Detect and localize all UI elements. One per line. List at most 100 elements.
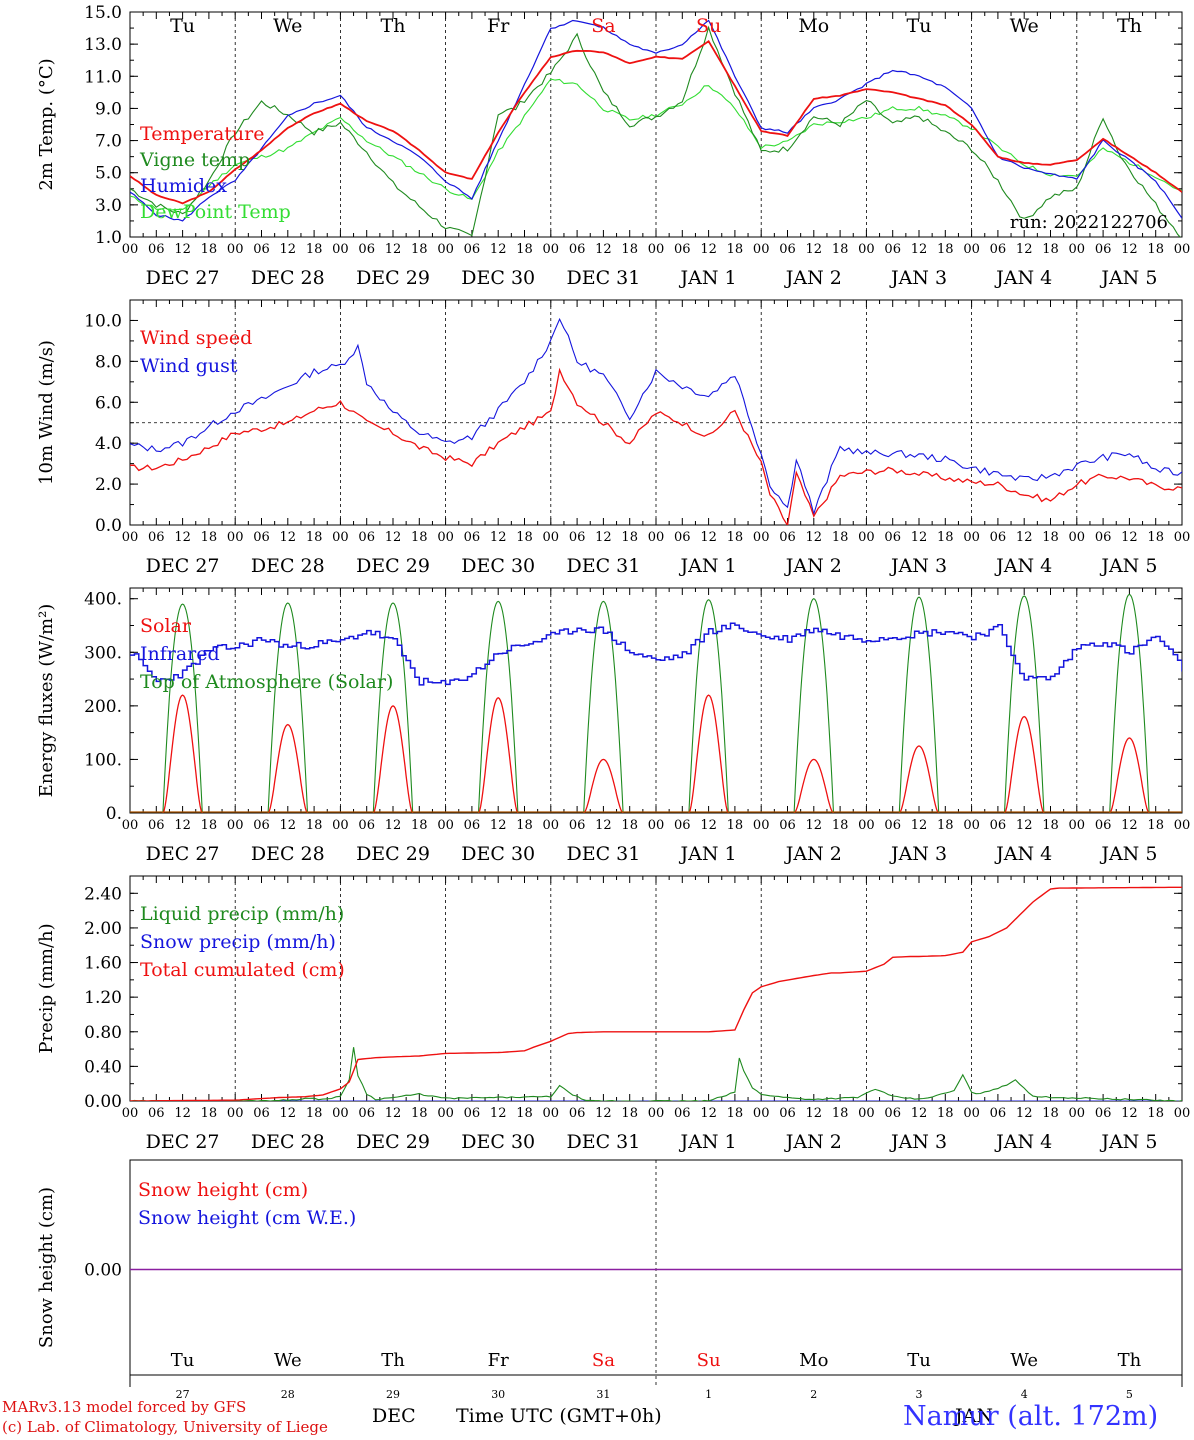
hour-tick-label: 12	[280, 530, 297, 545]
weekday-label: Mo	[798, 15, 829, 37]
hour-tick-label: 18	[516, 242, 533, 257]
hour-tick-label: 18	[1147, 818, 1164, 833]
series-solar-day	[1003, 715, 1045, 813]
series-toa-solar-day	[267, 602, 309, 813]
legend-entry: Vigne temp	[139, 149, 250, 171]
hour-tick-label: 18	[621, 818, 638, 833]
date-label: JAN 2	[784, 555, 842, 577]
hour-tick-label: 06	[464, 242, 481, 257]
day-number-label: 5	[1126, 1388, 1133, 1401]
hour-tick-label: 18	[1042, 242, 1059, 257]
hour-tick-label: 18	[727, 818, 744, 833]
hour-tick-label: 00	[1069, 530, 1086, 545]
hour-tick-label: 06	[358, 530, 375, 545]
hour-tick-label: 00	[858, 1106, 875, 1121]
hour-tick-label: 18	[1147, 1106, 1164, 1121]
weekday-label: Tu	[907, 15, 932, 37]
date-label: DEC 29	[356, 267, 430, 289]
series-total-cumulated	[130, 886, 1182, 1101]
hour-tick-label: 18	[621, 242, 638, 257]
hour-tick-label: 18	[937, 242, 954, 257]
hour-tick-label: 06	[1095, 242, 1112, 257]
day-number-label: 30	[491, 1388, 505, 1401]
hour-tick-label: 06	[779, 242, 796, 257]
hour-tick-label: 12	[911, 1106, 928, 1121]
hour-tick-label: 06	[779, 1106, 796, 1121]
date-label: JAN 3	[889, 843, 947, 865]
y-tick-label: 9.0	[95, 99, 122, 119]
y-tick-label: 4.0	[95, 434, 122, 454]
hour-tick-label: 18	[937, 530, 954, 545]
hour-tick-label: 12	[911, 242, 928, 257]
hour-tick-label: 12	[280, 818, 297, 833]
date-label: DEC 29	[356, 1131, 430, 1153]
hour-tick-label: 06	[358, 242, 375, 257]
hour-tick-label: 18	[1042, 818, 1059, 833]
hour-tick-label: 12	[595, 818, 612, 833]
hour-tick-label: 18	[201, 530, 218, 545]
hour-tick-label: 18	[516, 818, 533, 833]
hour-tick-label: 06	[253, 530, 270, 545]
hour-tick-label: 06	[569, 242, 586, 257]
series-group	[130, 886, 1182, 1101]
y-tick-label: 2.0	[95, 475, 122, 495]
hour-tick-label: 12	[490, 242, 507, 257]
y-tick-label: 200.	[84, 697, 122, 717]
date-label: DEC 29	[356, 843, 430, 865]
hour-tick-label: 12	[385, 242, 402, 257]
y-tick-label: 10.0	[84, 311, 122, 331]
hour-tick-label: 00	[858, 818, 875, 833]
hour-tick-label: 12	[595, 242, 612, 257]
hour-tick-label: 00	[1069, 242, 1086, 257]
date-label: JAN 5	[1099, 843, 1157, 865]
hour-tick-label: 06	[884, 818, 901, 833]
hour-tick-label: 18	[201, 1106, 218, 1121]
series-group	[130, 317, 1182, 525]
date-label: DEC 30	[461, 555, 535, 577]
hour-tick-label: 00	[227, 242, 244, 257]
hour-tick-label: 18	[727, 242, 744, 257]
hour-tick-label: 06	[674, 1106, 691, 1121]
hour-tick-label: 06	[148, 242, 165, 257]
legend-entry: Solar	[140, 615, 192, 637]
legend-entry: Wind speed	[140, 327, 252, 349]
hour-tick-label: 00	[648, 530, 665, 545]
series-solar-day	[1109, 737, 1150, 813]
day-number-label: 31	[596, 1388, 610, 1401]
y-tick-label: 6.0	[95, 393, 122, 413]
hour-tick-label: 12	[385, 818, 402, 833]
hour-tick-label: 00	[227, 818, 244, 833]
series-humidex	[130, 19, 1182, 222]
date-label: DEC 28	[251, 1131, 325, 1153]
hour-tick-label: 00	[437, 530, 454, 545]
hour-tick-label: 18	[832, 530, 849, 545]
y-tick-label: 1.60	[84, 954, 122, 974]
series-infrared	[130, 622, 1182, 686]
weekday-label: We	[274, 1350, 302, 1371]
hour-tick-label: 12	[700, 818, 717, 833]
series-temperature	[130, 40, 1182, 205]
hour-tick-label: 12	[1016, 242, 1033, 257]
panel-frame	[129, 299, 1183, 526]
date-label: DEC 30	[461, 267, 535, 289]
date-label: JAN 5	[1099, 555, 1157, 577]
day-number-label: 4	[1021, 1388, 1028, 1401]
legend-entry: Humidex	[140, 175, 227, 197]
hour-tick-label: 12	[1016, 530, 1033, 545]
run-label: run: 2022122706	[1010, 212, 1168, 233]
hour-tick-label: 18	[621, 1106, 638, 1121]
hour-tick-label: 12	[1121, 530, 1138, 545]
hour-tick-label: 12	[911, 818, 928, 833]
hour-tick-label: 00	[1174, 818, 1191, 833]
weekday-label: Tu	[170, 15, 195, 37]
hour-tick-label: 06	[464, 818, 481, 833]
weekday-label: We	[273, 15, 302, 37]
y-tick-label: 400.	[84, 590, 122, 610]
y-tick-label: 0.80	[84, 1023, 122, 1043]
hour-tick-label: 12	[911, 530, 928, 545]
y-tick-label: 11.0	[84, 67, 122, 87]
hour-tick-label: 06	[569, 1106, 586, 1121]
hour-tick-label: 18	[1147, 242, 1164, 257]
date-label: JAN 1	[679, 267, 737, 289]
legend-entry: Top of Atmosphere (Solar)	[140, 671, 393, 693]
